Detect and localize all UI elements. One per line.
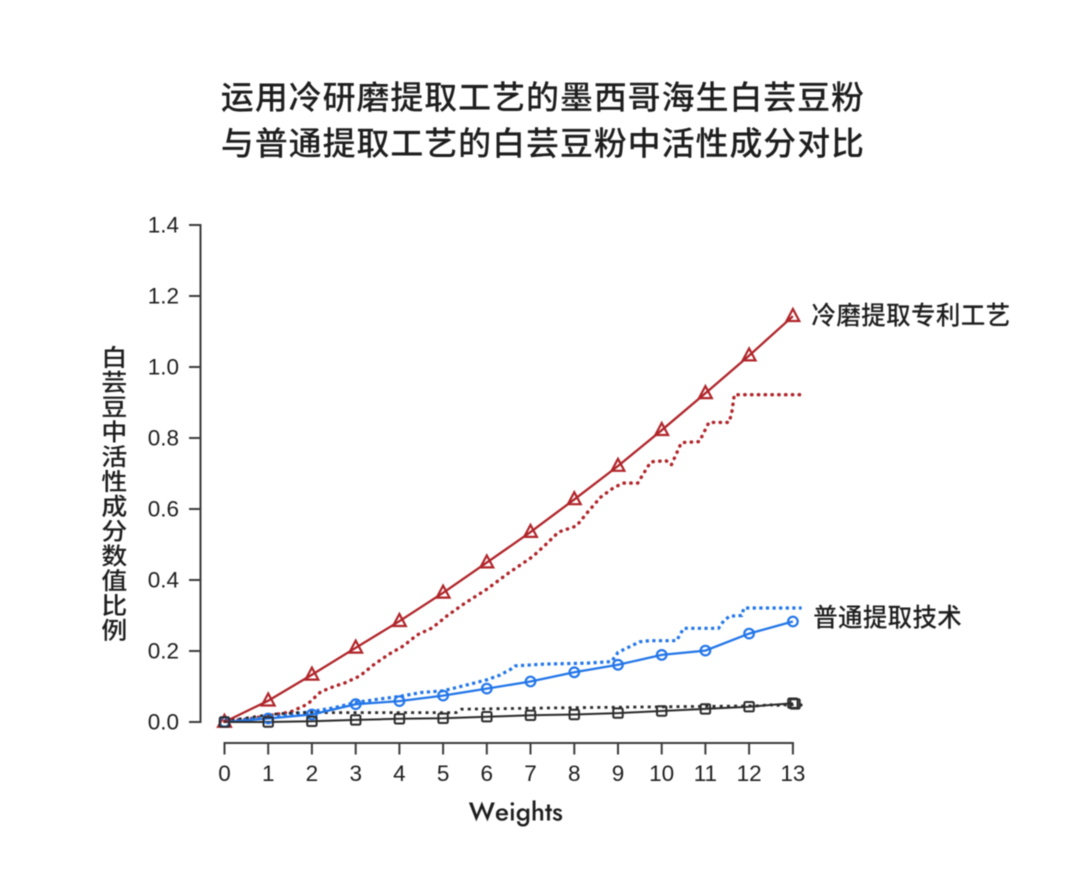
svg-text:10: 10 — [649, 761, 674, 786]
svg-text:5: 5 — [437, 761, 450, 786]
svg-text:0.4: 0.4 — [148, 568, 179, 593]
svg-text:12: 12 — [737, 761, 762, 786]
svg-text:2: 2 — [306, 761, 319, 786]
svg-text:9: 9 — [612, 761, 625, 786]
svg-text:0: 0 — [218, 761, 231, 786]
svg-text:0.2: 0.2 — [148, 639, 179, 664]
svg-text:1.0: 1.0 — [148, 355, 179, 380]
svg-text:7: 7 — [524, 761, 537, 786]
svg-text:1: 1 — [262, 761, 275, 786]
svg-text:13: 13 — [780, 761, 805, 786]
svg-text:1.4: 1.4 — [148, 213, 179, 238]
svg-text:0.6: 0.6 — [148, 497, 179, 522]
svg-text:0.8: 0.8 — [148, 426, 179, 451]
svg-text:8: 8 — [568, 761, 581, 786]
svg-text:0.0: 0.0 — [148, 710, 179, 735]
svg-text:11: 11 — [694, 761, 717, 786]
svg-text:6: 6 — [481, 761, 494, 786]
svg-text:4: 4 — [393, 761, 406, 786]
svg-text:1.2: 1.2 — [148, 284, 179, 309]
svg-text:3: 3 — [349, 761, 362, 786]
